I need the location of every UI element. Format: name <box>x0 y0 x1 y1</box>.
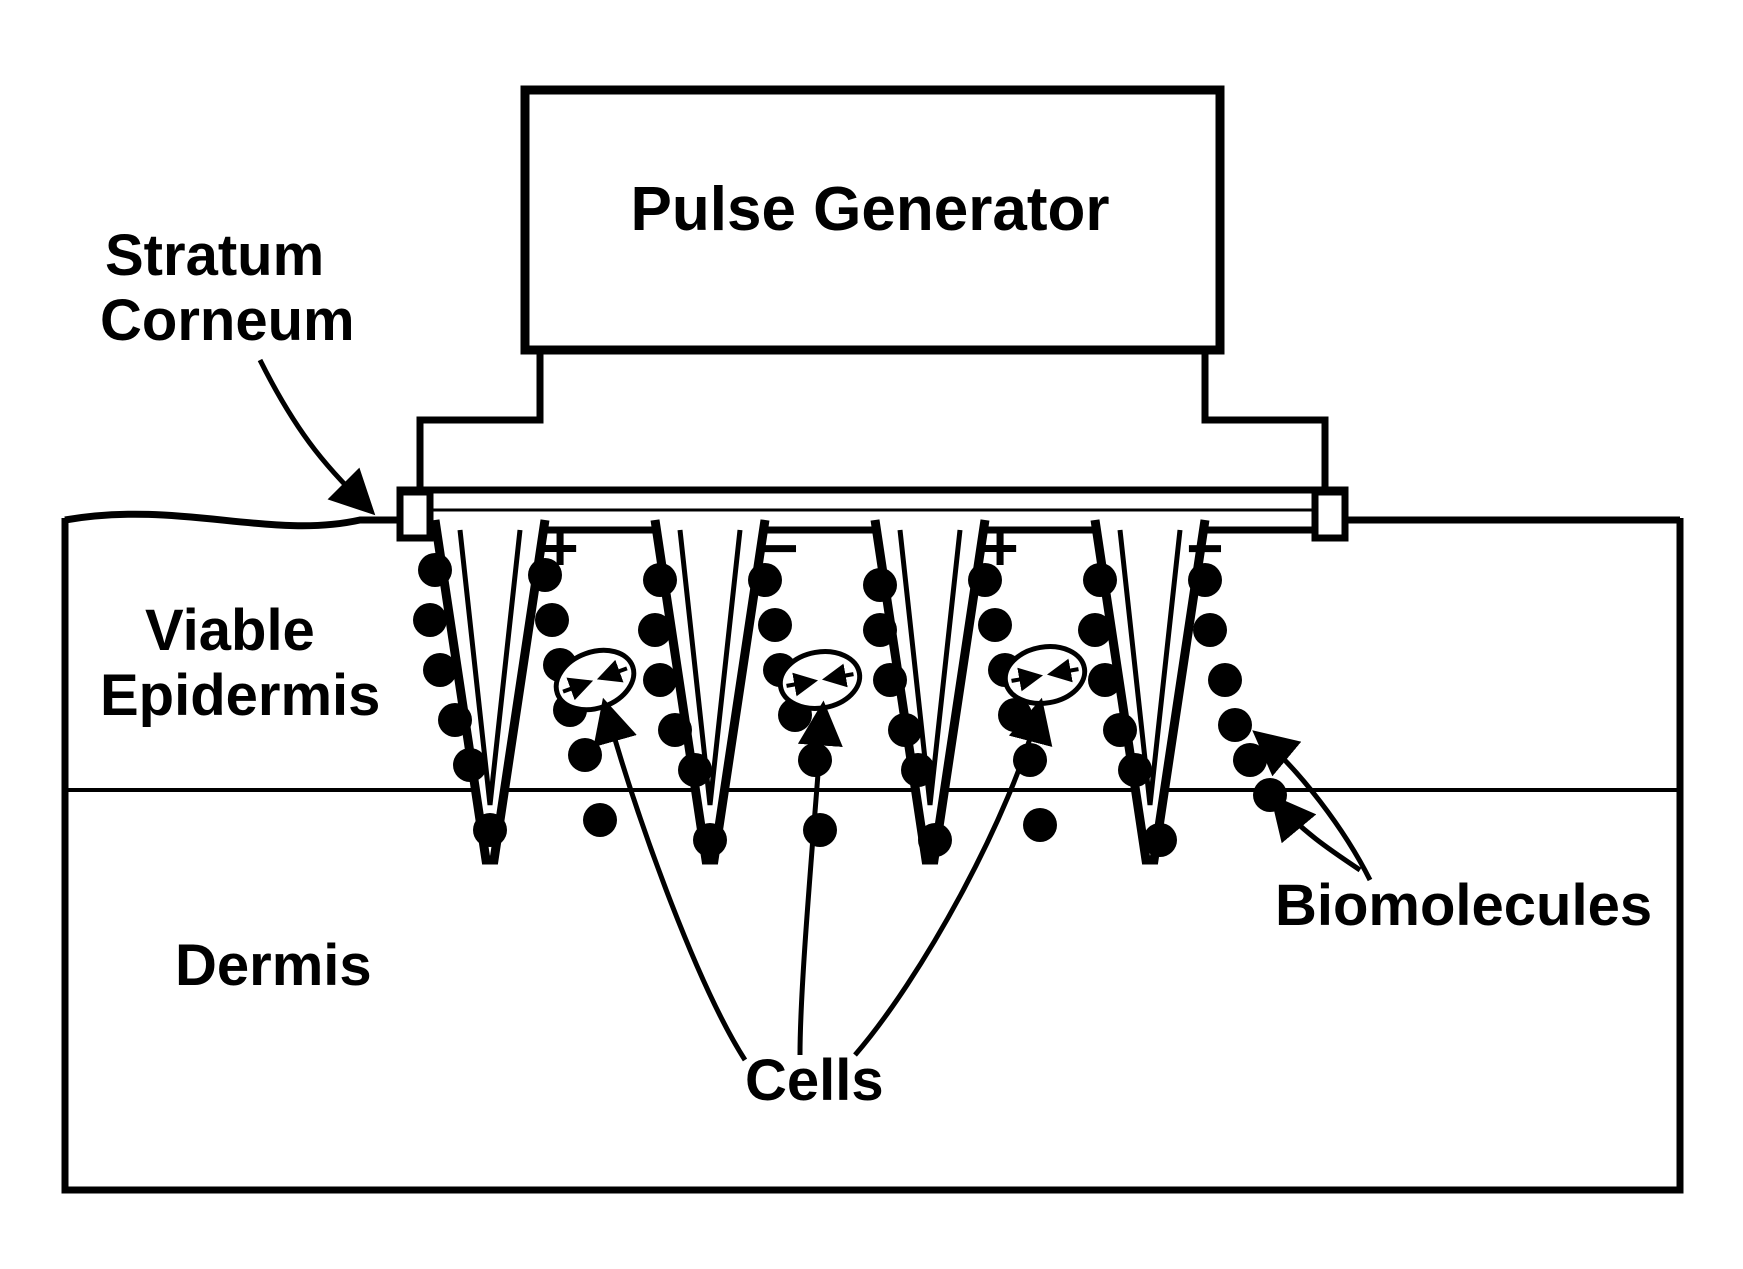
label-corneum: Corneum <box>100 288 355 353</box>
biomolecule-dot <box>863 613 897 647</box>
biomolecule-dot <box>1083 563 1117 597</box>
biomolecule-dot <box>678 753 712 787</box>
label-cells: Cells <box>745 1048 884 1113</box>
biomolecule-dot <box>758 608 792 642</box>
leader-bio1 <box>1275 800 1360 870</box>
polarity-plus2: + <box>981 512 1018 584</box>
label-biomolecules: Biomolecules <box>1275 873 1652 938</box>
biomolecule-dot <box>798 743 832 777</box>
biomolecule-dot <box>418 553 452 587</box>
connector-right <box>1315 492 1345 538</box>
biomolecule-dot <box>413 603 447 637</box>
biomolecule-dot <box>1208 663 1242 697</box>
wire-right <box>1205 350 1325 490</box>
leader-stratum <box>260 360 370 510</box>
biomolecule-dot <box>1078 613 1112 647</box>
polarity-minus2: − <box>1186 512 1223 584</box>
biomolecule-dot <box>803 813 837 847</box>
biomolecule-dot <box>1218 708 1252 742</box>
label-viable: Viable <box>145 598 315 663</box>
biomolecule-dot <box>1103 713 1137 747</box>
biomolecule-dot <box>535 603 569 637</box>
biomolecule-dot <box>901 753 935 787</box>
biomolecule-dot <box>1233 743 1267 777</box>
biomolecule-dot <box>918 823 952 857</box>
biomolecule-dot <box>643 563 677 597</box>
connector-left <box>400 492 430 538</box>
biomolecule-dot <box>423 653 457 687</box>
wire-left <box>420 350 540 490</box>
diagram-canvas: + − + − Pulse Generator StratumCorneum ViableE… <box>0 0 1743 1269</box>
biomolecule-dot <box>453 748 487 782</box>
biomolecule-dot <box>693 823 727 857</box>
biomolecule-dot <box>1088 663 1122 697</box>
biomolecule-dot <box>638 613 672 647</box>
biomolecule-dot <box>473 813 507 847</box>
label-epidermis: Epidermis <box>100 663 380 728</box>
biomolecule-dot <box>658 713 692 747</box>
biomolecule-dot <box>863 568 897 602</box>
biomolecule-dot <box>978 608 1012 642</box>
biomolecule-dot <box>643 663 677 697</box>
stratum-corneum-surface-left <box>65 514 400 526</box>
biomolecule-dot <box>888 713 922 747</box>
polarity-minus1: − <box>761 512 798 584</box>
label-stratum: Stratum <box>105 223 324 288</box>
biomolecule-dot <box>1023 808 1057 842</box>
biomolecule-dot <box>1193 613 1227 647</box>
biomolecule-dot <box>873 663 907 697</box>
biomolecule-dot <box>1118 753 1152 787</box>
polarity-plus1: + <box>541 512 578 584</box>
label-pulse_generator: Pulse Generator <box>631 175 1110 244</box>
biomolecule-dot <box>568 738 602 772</box>
label-dermis: Dermis <box>175 933 372 998</box>
biomolecule-dot <box>438 703 472 737</box>
biomolecule-dot <box>583 803 617 837</box>
biomolecule-dot <box>1143 823 1177 857</box>
